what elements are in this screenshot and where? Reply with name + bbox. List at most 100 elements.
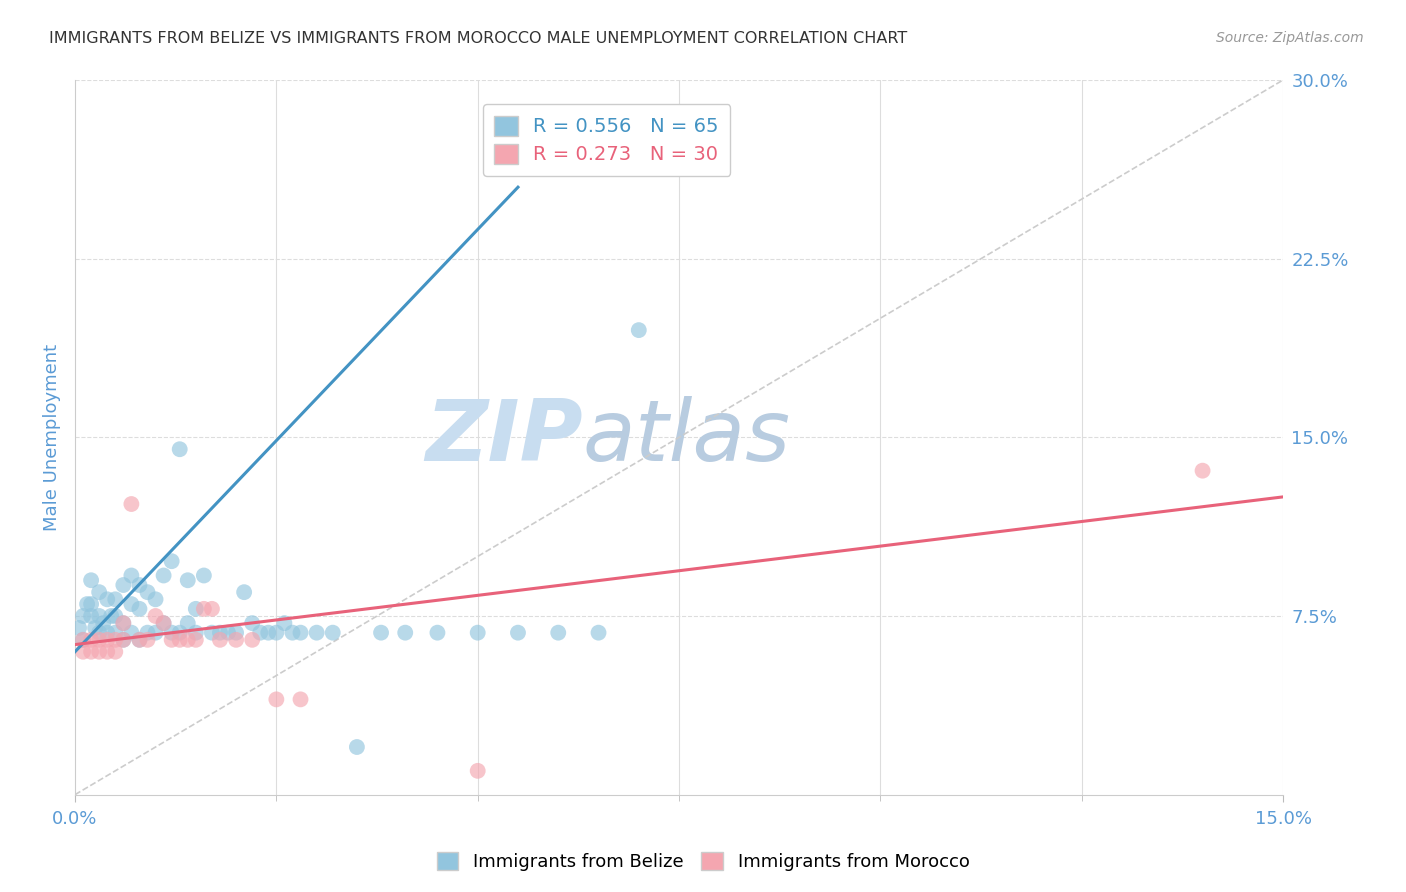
Point [169, 625, 191, 640]
Point [67, 621, 90, 635]
Point [152, 568, 174, 582]
Point [120, 597, 142, 611]
Point [91, 616, 114, 631]
Point [120, 625, 142, 640]
Point [112, 616, 135, 631]
Point [80, 645, 103, 659]
Point [84, 621, 107, 635]
Point [120, 497, 142, 511]
Point [80, 597, 103, 611]
Point [152, 616, 174, 631]
Text: Source: ZipAtlas.com: Source: ZipAtlas.com [1216, 31, 1364, 45]
Point [96, 625, 118, 640]
Point [72, 609, 94, 624]
Point [225, 625, 247, 640]
Point [184, 632, 207, 647]
Point [290, 692, 312, 706]
Legend: Immigrants from Belize, Immigrants from Morocco: Immigrants from Belize, Immigrants from … [429, 845, 977, 879]
Point [160, 554, 183, 568]
Point [128, 632, 150, 647]
Point [152, 616, 174, 631]
Point [208, 632, 231, 647]
Point [240, 616, 263, 631]
Point [89, 645, 111, 659]
Point [145, 625, 167, 640]
Point [169, 442, 191, 457]
Point [80, 632, 103, 647]
Point [177, 616, 200, 631]
Point [104, 609, 127, 624]
Point [201, 602, 224, 616]
Point [266, 625, 288, 640]
Point [89, 585, 111, 599]
Point [588, 625, 610, 640]
Point [136, 585, 159, 599]
Point [467, 625, 489, 640]
Point [394, 625, 416, 640]
Point [467, 764, 489, 778]
Point [100, 609, 122, 624]
Point [184, 625, 207, 640]
Point [104, 625, 127, 640]
Point [76, 597, 98, 611]
Point [370, 625, 392, 640]
Point [249, 625, 271, 640]
Text: ZIP: ZIP [425, 396, 582, 479]
Point [96, 645, 118, 659]
Point [136, 632, 159, 647]
Point [506, 625, 529, 640]
Point [322, 625, 344, 640]
Point [80, 574, 103, 588]
Point [128, 632, 150, 647]
Point [128, 578, 150, 592]
Point [627, 323, 650, 337]
Point [281, 625, 304, 640]
Point [96, 632, 118, 647]
Point [104, 645, 127, 659]
Point [1191, 464, 1213, 478]
Point [208, 625, 231, 640]
Point [201, 625, 224, 640]
Point [89, 609, 111, 624]
Point [257, 625, 280, 640]
Point [145, 609, 167, 624]
Text: IMMIGRANTS FROM BELIZE VS IMMIGRANTS FROM MOROCCO MALE UNEMPLOYMENT CORRELATION : IMMIGRANTS FROM BELIZE VS IMMIGRANTS FRO… [49, 31, 907, 46]
Point [305, 625, 328, 640]
Point [184, 602, 207, 616]
Point [225, 632, 247, 647]
Point [89, 625, 111, 640]
Point [547, 625, 569, 640]
Y-axis label: Male Unemployment: Male Unemployment [44, 343, 60, 531]
Point [89, 632, 111, 647]
Point [104, 592, 127, 607]
Point [96, 592, 118, 607]
Point [177, 632, 200, 647]
Point [233, 585, 256, 599]
Point [266, 692, 288, 706]
Point [80, 609, 103, 624]
Point [128, 602, 150, 616]
Point [72, 632, 94, 647]
Point [273, 616, 295, 631]
Point [145, 592, 167, 607]
Point [169, 632, 191, 647]
Point [160, 625, 183, 640]
Point [120, 568, 142, 582]
Point [72, 632, 94, 647]
Point [290, 625, 312, 640]
Point [160, 632, 183, 647]
Point [240, 632, 263, 647]
Point [426, 625, 449, 640]
Point [136, 625, 159, 640]
Point [112, 616, 135, 631]
Point [193, 568, 215, 582]
Legend: R = 0.556   N = 65, R = 0.273   N = 30: R = 0.556 N = 65, R = 0.273 N = 30 [482, 104, 731, 176]
Point [193, 602, 215, 616]
Point [177, 574, 200, 588]
Point [217, 625, 239, 640]
Point [112, 632, 135, 647]
Point [112, 578, 135, 592]
Point [112, 632, 135, 647]
Point [72, 645, 94, 659]
Point [346, 739, 368, 754]
